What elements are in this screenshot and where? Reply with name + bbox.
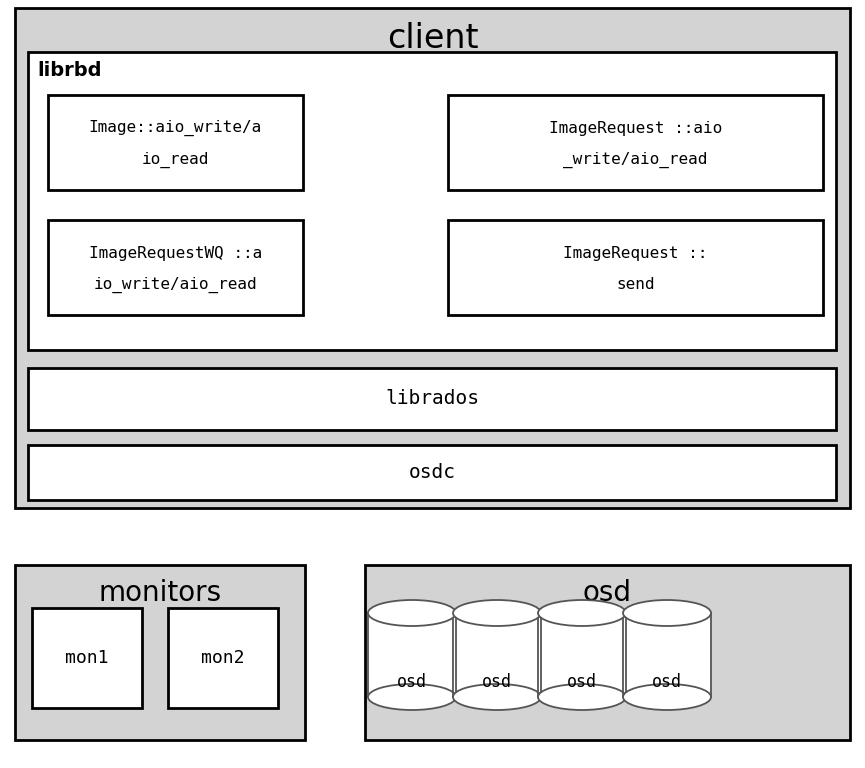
Text: mon2: mon2 (202, 649, 245, 667)
Bar (365, 565, 850, 740)
Text: osd: osd (567, 673, 597, 691)
Ellipse shape (538, 600, 626, 626)
Text: io_read: io_read (142, 151, 209, 167)
Text: osd: osd (652, 673, 682, 691)
Bar (448, 220, 823, 315)
Ellipse shape (368, 600, 456, 626)
Bar (453, 613, 541, 697)
Text: ImageRequest ::aio: ImageRequest ::aio (549, 121, 722, 136)
Text: osdc: osdc (408, 463, 456, 482)
Ellipse shape (453, 600, 541, 626)
Text: monitors: monitors (99, 579, 221, 607)
Text: librados: librados (385, 389, 479, 409)
Bar (448, 95, 823, 190)
Bar (15, 565, 305, 740)
Bar (28, 52, 836, 350)
Text: _write/aio_read: _write/aio_read (563, 151, 708, 167)
Text: librbd: librbd (38, 61, 102, 80)
Bar (32, 608, 142, 708)
Bar (15, 8, 850, 508)
Ellipse shape (623, 600, 711, 626)
Text: Image::aio_write/a: Image::aio_write/a (89, 120, 262, 137)
Ellipse shape (453, 684, 541, 710)
Text: ImageRequest ::: ImageRequest :: (563, 246, 708, 261)
Bar (168, 608, 278, 708)
Bar (48, 220, 303, 315)
Text: osd: osd (583, 579, 632, 607)
Bar (48, 95, 303, 190)
Text: ImageRequestWQ ::a: ImageRequestWQ ::a (89, 246, 262, 261)
Text: client: client (387, 22, 478, 55)
Bar (538, 613, 626, 697)
Bar (28, 445, 836, 500)
Text: mon1: mon1 (65, 649, 109, 667)
Text: osd: osd (397, 673, 427, 691)
Bar (28, 368, 836, 430)
Ellipse shape (368, 684, 456, 710)
Ellipse shape (538, 684, 626, 710)
Ellipse shape (623, 684, 711, 710)
Text: io_write/aio_read: io_write/aio_read (93, 276, 257, 293)
Text: osd: osd (482, 673, 512, 691)
Bar (623, 613, 711, 697)
Bar (368, 613, 456, 697)
Text: send: send (616, 277, 655, 292)
